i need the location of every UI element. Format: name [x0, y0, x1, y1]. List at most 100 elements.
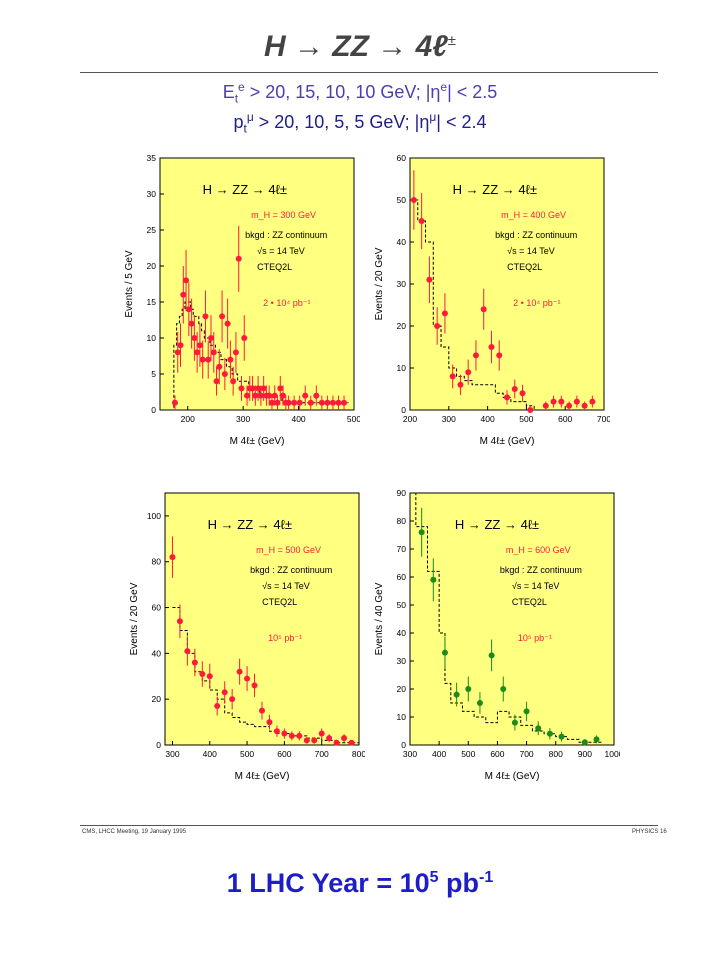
- data-point: [230, 378, 237, 385]
- data-point: [488, 344, 495, 350]
- footer-left: CMS, LHCC Meeting, 19 January 1995: [82, 829, 187, 835]
- data-point: [441, 310, 448, 317]
- data-point: [519, 390, 526, 397]
- background-label: bkgd : ZZ continuum: [245, 230, 327, 240]
- x-tick-label: 400: [432, 749, 446, 759]
- energy-label: √s = 14 TeV: [262, 581, 310, 591]
- y-tick-label: 60: [397, 572, 407, 582]
- y-tick-label: 80: [397, 516, 407, 526]
- data-point: [199, 356, 206, 363]
- mass-label: m_H = 400 GeV: [501, 210, 566, 220]
- background-histogram: [410, 492, 603, 743]
- data-point: [311, 737, 318, 744]
- data-point: [194, 349, 201, 356]
- data-point: [277, 385, 284, 392]
- y-tick-label: 50: [397, 195, 407, 205]
- data-point: [285, 399, 292, 406]
- data-point: [206, 673, 213, 680]
- data-point: [184, 648, 191, 655]
- data-point: [174, 349, 181, 356]
- x-tick-label: 500: [240, 749, 254, 759]
- y-tick-label: 25: [147, 225, 157, 235]
- energy-label: √s = 14 TeV: [512, 581, 560, 591]
- pdf-label: CTEQ2L: [262, 597, 297, 607]
- data-point: [281, 730, 288, 737]
- y-tick-label: 5: [151, 369, 156, 379]
- x-tick-label: 400: [481, 414, 495, 424]
- data-point: [244, 675, 251, 682]
- energy-label: √s = 14 TeV: [257, 246, 305, 256]
- x-tick-label: 300: [165, 749, 179, 759]
- x-axis-label: M 4ℓ± (GeV): [230, 436, 285, 447]
- y-tick-label: 60: [397, 153, 407, 163]
- x-tick-label: 700: [315, 749, 329, 759]
- y-tick-label: 10: [397, 363, 407, 373]
- data-point: [199, 670, 206, 677]
- energy-label: √s = 14 TeV: [507, 246, 555, 256]
- data-point: [476, 700, 483, 706]
- data-point: [523, 708, 530, 715]
- data-point: [180, 291, 187, 298]
- data-point: [169, 554, 176, 561]
- x-axis-label: M 4ℓ± (GeV): [480, 436, 535, 447]
- lhc-year-caption: 1 LHC Year = 105 pb-1: [226, 868, 494, 898]
- data-point: [500, 686, 507, 692]
- data-point: [430, 576, 437, 583]
- data-point: [453, 691, 460, 698]
- data-point: [205, 356, 212, 363]
- data-point: [221, 371, 228, 377]
- data-point: [426, 276, 433, 283]
- data-point: [457, 381, 464, 388]
- y-tick-label: 20: [397, 321, 407, 331]
- data-point: [326, 735, 333, 742]
- data-point: [318, 730, 325, 737]
- y-tick-label: 60: [152, 603, 162, 613]
- data-point: [257, 392, 264, 399]
- data-point: [266, 392, 273, 399]
- data-point: [441, 649, 448, 656]
- y-tick-label: 15: [147, 297, 157, 307]
- page-title: H → ZZ → 4ℓ±: [263, 30, 457, 63]
- data-point: [496, 352, 503, 359]
- chart-mh-500: 0 20 40 60 80 100 300 400 500 600 700 800 M 4ℓ± (GeV…: [125, 485, 365, 795]
- process-label: H → ZZ → 4ℓ±: [203, 182, 287, 197]
- data-point: [418, 218, 425, 224]
- data-point: [227, 356, 234, 363]
- plot-area: [409, 157, 605, 411]
- data-point: [573, 398, 580, 405]
- data-point: [176, 618, 183, 625]
- y-axis-label: Events / 40 GeV: [374, 582, 385, 655]
- data-point: [232, 349, 239, 356]
- y-axis-label: Events / 20 GeV: [129, 582, 140, 655]
- data-point: [260, 385, 267, 392]
- data-point: [202, 313, 209, 320]
- x-tick-label: 600: [277, 749, 291, 759]
- background-label: bkgd : ZZ continuum: [500, 565, 582, 575]
- x-axis-label: M 4ℓ± (GeV): [485, 771, 540, 782]
- muon-cuts: ptμ > 20, 10, 5, 5 GeV; |ημ| < 2.4: [233, 110, 487, 136]
- data-point: [546, 730, 553, 737]
- data-point: [238, 385, 245, 392]
- x-tick-label: 200: [181, 414, 195, 424]
- x-tick-label: 500: [519, 414, 533, 424]
- data-point: [252, 392, 259, 399]
- y-tick-label: 30: [397, 656, 407, 666]
- pdf-label: CTEQ2L: [507, 262, 542, 272]
- data-point: [324, 399, 331, 406]
- x-tick-label: 800: [549, 749, 563, 759]
- data-point: [465, 686, 472, 692]
- data-point: [216, 363, 223, 370]
- data-point: [291, 399, 298, 406]
- x-tick-label: 900: [578, 749, 592, 759]
- plot-area: [159, 157, 355, 411]
- pdf-label: CTEQ2L: [257, 262, 292, 272]
- data-point: [341, 735, 348, 742]
- x-tick-label: 200: [403, 414, 417, 424]
- data-point: [244, 392, 251, 399]
- y-tick-label: 70: [397, 544, 407, 554]
- data-point: [307, 399, 314, 406]
- y-axis-label: Events / 5 GeV: [124, 250, 135, 318]
- data-point: [236, 668, 243, 675]
- mass-label: m_H = 500 GeV: [256, 545, 321, 555]
- data-point: [302, 392, 309, 399]
